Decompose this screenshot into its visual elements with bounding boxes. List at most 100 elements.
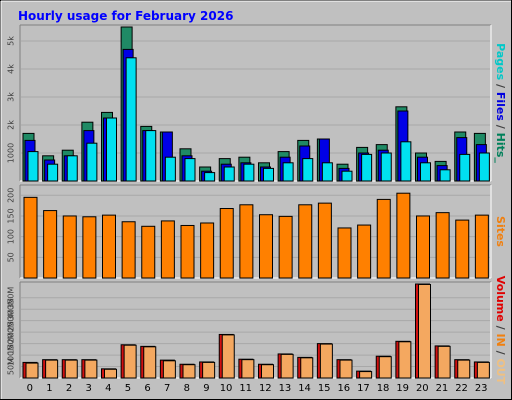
bar-sites-4 <box>102 214 116 279</box>
bar-pages-8 <box>184 158 196 182</box>
bar-pages-15 <box>321 162 333 182</box>
x-tick-label: 23 <box>475 383 488 394</box>
bar-in-8 <box>182 364 196 379</box>
x-tick-label: 3 <box>86 383 92 394</box>
bar-pages-9 <box>204 172 216 182</box>
chart-title: Hourly usage for February 2026 <box>18 9 233 23</box>
panel-label-sites: Sites <box>494 216 507 247</box>
bar-pages-13 <box>282 162 294 182</box>
panel-label-part: / <box>494 80 507 92</box>
x-tick-label: 8 <box>184 383 190 394</box>
bar-sites-10 <box>219 208 234 279</box>
x-tick-label: 20 <box>416 383 429 394</box>
bar-pages-16 <box>341 170 353 182</box>
panel-label-part: / <box>494 347 507 359</box>
x-tick-label: 12 <box>259 383 272 394</box>
bar-in-17 <box>359 371 373 379</box>
x-tick-label: 4 <box>105 383 111 394</box>
panel-label-part: Files <box>494 92 507 122</box>
bar-sites-3 <box>82 216 97 279</box>
bar-sites-22 <box>455 219 470 279</box>
bar-in-14 <box>300 357 314 379</box>
x-tick-label: 7 <box>164 383 170 394</box>
bar-sites-2 <box>62 215 77 279</box>
bar-pages-0 <box>27 151 39 182</box>
bar-in-5 <box>123 344 137 379</box>
y-tick-label-volume: 100M <box>7 344 16 366</box>
bar-in-22 <box>457 359 471 379</box>
x-tick-label: 22 <box>455 383 468 394</box>
y-tick-label-sites: 150 <box>7 208 16 223</box>
bar-in-20 <box>418 283 431 379</box>
y-tick-label-volume: 350M <box>7 287 16 309</box>
bar-in-2 <box>64 359 78 379</box>
bar-sites-23 <box>474 214 489 279</box>
bar-pages-7 <box>164 156 176 182</box>
y-tick-label-hits: 5k <box>7 36 16 46</box>
bar-sites-20 <box>416 215 430 279</box>
bar-in-11 <box>241 359 255 379</box>
x-tick-label: 19 <box>396 383 409 394</box>
y-tick-label-volume: 250M <box>7 309 16 331</box>
bar-sites-7 <box>160 220 175 279</box>
bar-pages-12 <box>263 167 274 182</box>
bar-in-18 <box>378 356 392 379</box>
panel-label-part: IN <box>494 333 507 346</box>
panel-label-volume: Volume / IN / OUT <box>494 276 507 385</box>
bar-pages-10 <box>223 166 235 182</box>
y-tick-label-sites: 100 <box>7 229 16 244</box>
bar-sites-8 <box>180 224 195 279</box>
bar-sites-12 <box>259 214 273 279</box>
bar-sites-6 <box>141 225 156 279</box>
bar-in-21 <box>437 345 451 379</box>
bar-in-15 <box>319 343 333 379</box>
x-tick-label: 0 <box>27 383 33 394</box>
bar-sites-9 <box>200 222 215 279</box>
y-tick-label-sites: 50 <box>7 252 16 262</box>
y-tick-label-volume: 200M <box>7 321 16 343</box>
bar-in-6 <box>143 346 157 379</box>
x-tick-label: 14 <box>298 383 311 394</box>
bar-pages-21 <box>439 169 451 182</box>
x-tick-label: 15 <box>318 383 331 394</box>
bar-in-19 <box>398 341 412 379</box>
bar-sites-11 <box>239 204 254 279</box>
y-tick-label-volume: 300M <box>7 298 16 320</box>
bar-pages-6 <box>145 130 157 182</box>
y-tick-label-sites: 200 <box>7 188 16 203</box>
bar-in-9 <box>202 361 216 379</box>
plot-area-sites <box>20 185 491 278</box>
y-tick-label-hits: 4k <box>7 64 16 74</box>
bar-sites-17 <box>357 224 372 279</box>
panel-label-part: Volume <box>494 276 507 322</box>
bar-pages-5 <box>125 57 137 182</box>
plot-area-hits <box>20 25 491 181</box>
bar-in-16 <box>339 359 353 379</box>
x-tick-label: 9 <box>203 383 209 394</box>
panel-label-part: OUT <box>494 358 507 384</box>
panel-label-hits: Pages / Files / Hits_ <box>494 43 507 163</box>
x-tick-label: 1 <box>46 383 52 394</box>
bar-sites-14 <box>298 204 313 279</box>
panel-label-part: / <box>494 121 507 133</box>
y-tick-label-hits: 2k <box>7 120 16 130</box>
panel-label-part: / <box>494 326 507 331</box>
bar-sites-21 <box>435 212 450 279</box>
y-tick-label-volume: 50M <box>7 358 16 375</box>
bar-pages-3 <box>86 142 98 182</box>
bar-in-0 <box>25 362 39 379</box>
bar-sites-18 <box>376 198 391 279</box>
bar-in-4 <box>104 368 117 379</box>
bar-pages-14 <box>302 158 314 182</box>
panel-label-part: Hits_ <box>494 133 507 164</box>
x-tick-label: 13 <box>279 383 292 394</box>
x-tick-label: 16 <box>337 383 350 394</box>
x-tick-label: 10 <box>220 383 233 394</box>
bar-in-10 <box>221 334 235 379</box>
bar-in-23 <box>476 361 490 379</box>
bar-pages-2 <box>66 155 78 182</box>
bar-in-3 <box>84 359 98 379</box>
bar-pages-20 <box>420 162 431 182</box>
bar-sites-5 <box>121 221 136 279</box>
